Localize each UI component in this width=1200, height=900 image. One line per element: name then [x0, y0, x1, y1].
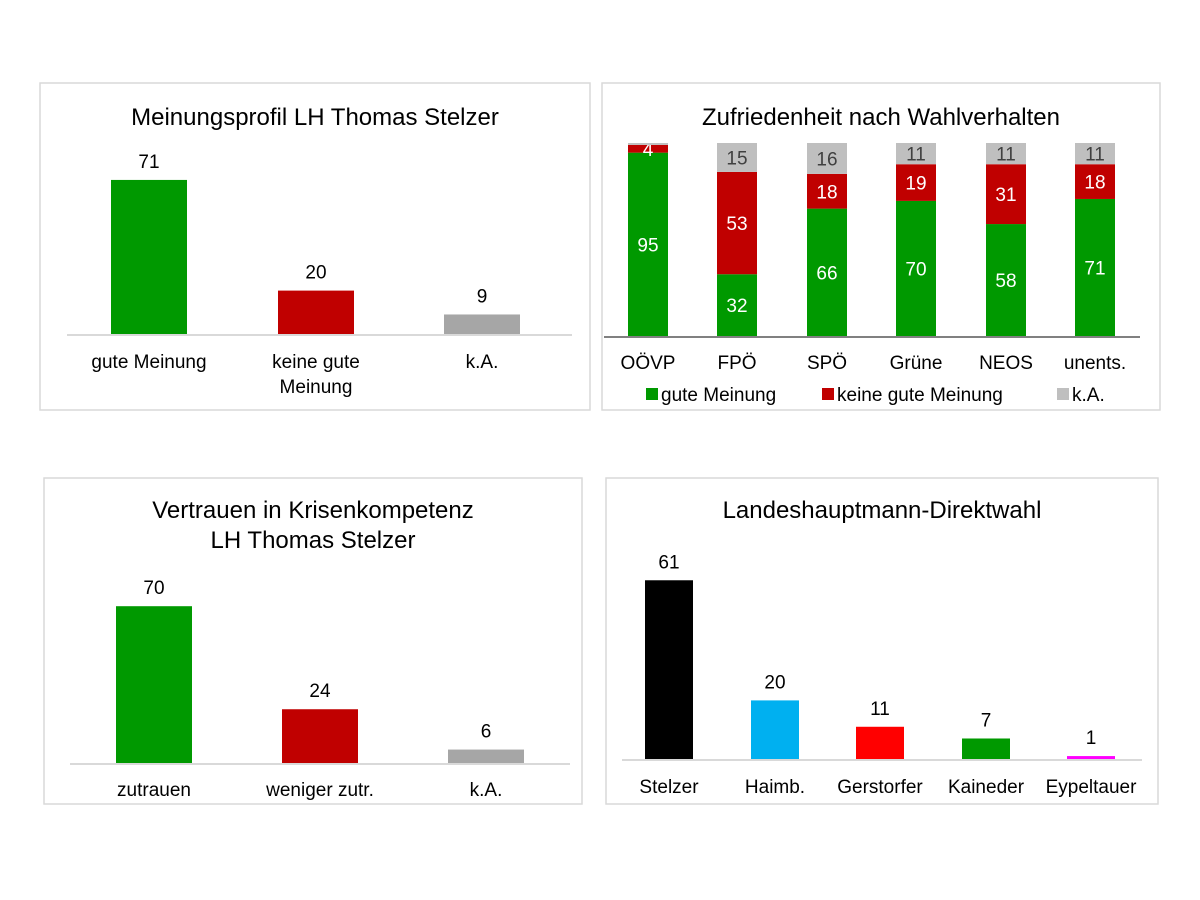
bar — [645, 580, 693, 759]
category-label: FPÖ — [717, 353, 756, 374]
chart-panel-0: Meinungsprofil LH Thomas Stelzer 71 gute M… — [39, 82, 591, 411]
bar-segment — [896, 143, 936, 165]
panel-frame — [601, 82, 1161, 411]
category-label: unents. — [1064, 353, 1126, 374]
data-label: 1 — [1086, 728, 1097, 749]
bar — [448, 749, 524, 763]
data-label: 20 — [764, 672, 785, 693]
bar-segment — [1075, 164, 1115, 199]
category-label: weniger zutr. — [265, 780, 374, 801]
data-label: 70 — [905, 259, 926, 280]
chart-title: Vertrauen in Krisenkompetenz — [152, 497, 474, 524]
data-label: 18 — [1084, 173, 1105, 194]
chart-title: Landeshauptmann-Direktwahl — [723, 497, 1042, 524]
category-label: Meinung — [280, 377, 353, 398]
category-label: Gerstorfer — [837, 777, 923, 798]
chart-title: Zufriedenheit nach Wahlverhalten — [702, 104, 1060, 131]
data-label: 31 — [995, 185, 1016, 206]
bar-segment — [986, 143, 1026, 165]
data-label: 7 — [981, 710, 992, 731]
bar — [278, 290, 354, 334]
data-label: 20 — [305, 263, 326, 284]
bar-segment — [628, 144, 668, 153]
bar — [116, 606, 192, 763]
data-label: 66 — [816, 263, 837, 284]
bar-segment — [807, 143, 847, 174]
data-label: 71 — [1084, 258, 1105, 279]
bar-segment — [807, 208, 847, 336]
bar-segment — [717, 143, 757, 172]
chart-panel-1: Zufriedenheit nach Wahlverhalten 95 4 OÖVP 3… — [601, 82, 1161, 411]
category-label: keine gute — [272, 352, 360, 373]
data-label: 53 — [726, 214, 747, 235]
bar-segment — [986, 224, 1026, 336]
category-label: Eypeltauer — [1046, 777, 1138, 798]
data-label: 16 — [816, 149, 837, 170]
data-label: 9 — [477, 286, 488, 307]
category-label: NEOS — [979, 353, 1033, 374]
data-label: 71 — [138, 152, 159, 173]
category-label: OÖVP — [621, 353, 676, 374]
data-label: 11 — [870, 699, 890, 720]
bar-segment — [896, 200, 936, 336]
data-label: 11 — [1085, 145, 1105, 166]
data-label: 4 — [643, 140, 654, 161]
legend-label: k.A. — [1072, 385, 1105, 406]
legend-swatch — [646, 388, 658, 400]
bar-segment — [1075, 198, 1115, 336]
bar — [444, 314, 520, 334]
chart-subtitle: LH Thomas Stelzer — [211, 527, 416, 554]
bar — [282, 709, 358, 763]
chart-panel-3: Landeshauptmann-Direktwahl 61 Stelzer 20 Hai… — [605, 477, 1159, 805]
category-label: gute Meinung — [91, 352, 206, 373]
bar-segment — [628, 152, 668, 336]
legend-label: keine gute Meinung — [837, 385, 1003, 406]
data-label: 32 — [726, 296, 747, 317]
bar — [856, 726, 904, 759]
data-label: 19 — [905, 174, 926, 195]
data-label: 61 — [658, 552, 679, 573]
category-label: Stelzer — [639, 777, 699, 798]
bar — [1067, 756, 1115, 759]
data-label: 95 — [637, 235, 658, 256]
legend-swatch — [822, 388, 834, 400]
data-label: 70 — [143, 578, 164, 599]
category-label: k.A. — [466, 352, 499, 373]
category-label: Grüne — [890, 353, 943, 374]
data-label: 11 — [906, 145, 926, 166]
bar-segment — [717, 171, 757, 275]
bar-segment — [717, 274, 757, 336]
bar-segment — [986, 164, 1026, 225]
category-label: SPÖ — [807, 353, 847, 374]
bar-segment — [1075, 143, 1115, 165]
bar — [962, 738, 1010, 759]
bar-segment — [896, 164, 936, 201]
data-label: 24 — [309, 681, 331, 702]
data-label: 18 — [816, 182, 837, 203]
data-label: 11 — [996, 145, 1016, 166]
legend-label: gute Meinung — [661, 385, 776, 406]
category-label: Haimb. — [745, 777, 805, 798]
data-label: 58 — [995, 271, 1016, 292]
data-label: 6 — [481, 722, 492, 743]
bar-segment — [807, 173, 847, 209]
bar-segment — [628, 143, 668, 145]
category-label: zutrauen — [117, 780, 191, 801]
bar — [751, 700, 799, 759]
data-label: 15 — [726, 148, 747, 169]
legend-swatch — [1057, 388, 1069, 400]
category-label: Kaineder — [948, 777, 1025, 798]
category-label: k.A. — [470, 780, 503, 801]
chart-panel-2: Vertrauen in Krisenkompetenz LH Thomas St… — [43, 477, 583, 805]
bar — [111, 179, 187, 334]
chart-title: Meinungsprofil LH Thomas Stelzer — [131, 104, 499, 131]
